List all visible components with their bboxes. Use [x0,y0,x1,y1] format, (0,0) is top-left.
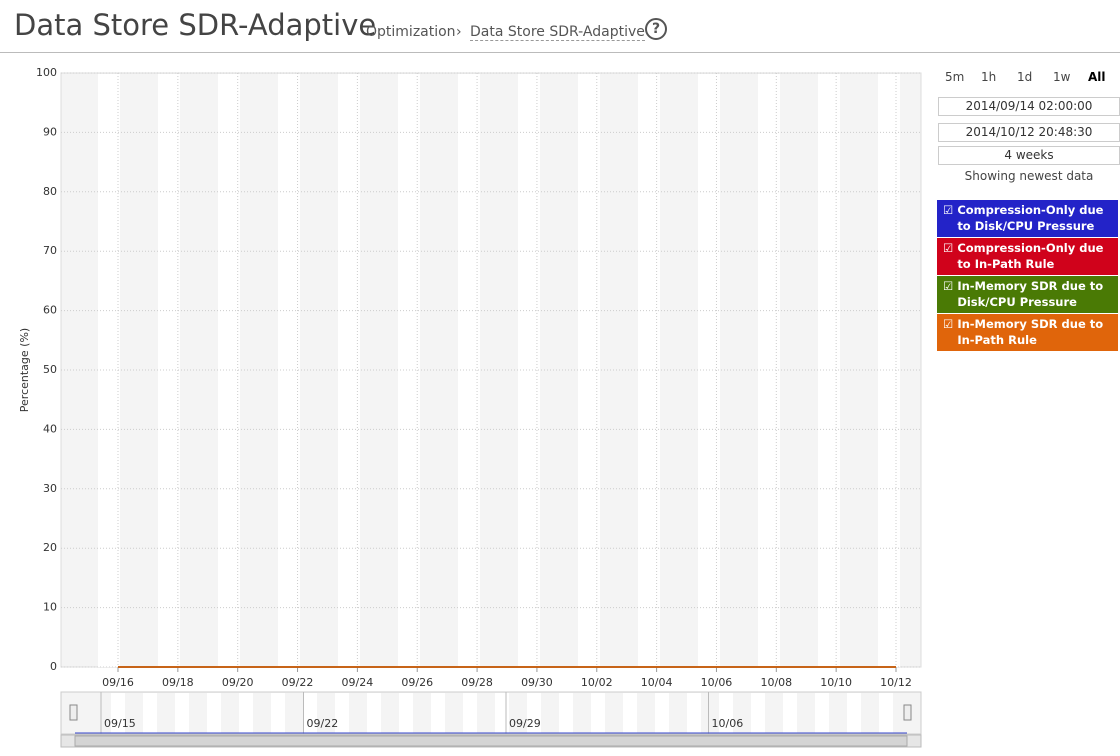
navigator-tick-label: 09/15 [104,717,136,730]
legend-item[interactable]: ☑ Compression-Only due to In-Path Rule [937,238,1118,275]
header: Data Store SDR-Adaptive Optimization › D… [0,0,1120,53]
navigator-stripe [111,693,125,733]
range-button[interactable]: All [1088,70,1106,84]
range-button[interactable]: 1d [1017,70,1033,84]
navigator-stripe [431,693,445,733]
x-tick-label: 09/24 [342,676,374,689]
x-tick-label: 10/08 [760,676,792,689]
x-tick-label: 10/04 [641,676,673,689]
start-time-input[interactable]: 2014/09/14 02:00:00 [938,97,1120,116]
navigator-stripe [719,693,733,733]
duration-input[interactable]: 4 weeks [938,146,1120,165]
x-tick-label: 09/20 [222,676,254,689]
status-text: Showing newest data [964,169,1094,183]
navigator-stripe [303,693,317,733]
y-tick-label: 50 [43,363,57,376]
navigator-stripe [559,693,573,733]
x-tick-label: 09/18 [162,676,194,689]
navigator [60,691,922,735]
chart: Percentage (%) 0 10 20 30 40 50 60 70 80 90 100 09/… [18,66,922,748]
navigator-stripe [847,693,861,733]
navigator-stripe [815,693,829,733]
legend-label: In-Memory SDR due to Disk/CPU Pressure [957,279,1104,309]
navigator-stripe [143,693,157,733]
legend-item[interactable]: ☑ Compression-Only due to Disk/CPU Pressu… [937,200,1118,237]
breadcrumb-current: Data Store SDR-Adaptive [470,24,645,41]
navigator-stripe [335,693,349,733]
navigator-stripe [207,693,221,733]
range-button[interactable]: 1w [1053,70,1071,84]
y-tick-label: 40 [43,422,57,435]
x-tick-label: 10/10 [820,676,852,689]
x-tick-label: 10/06 [701,676,733,689]
y-tick-label: 70 [43,244,57,257]
x-tick-label: 10/02 [581,676,613,689]
legend-checkbox[interactable]: ☑ [943,241,954,255]
legend-checkbox[interactable]: ☑ [943,203,954,217]
range-button[interactable]: 1h [981,70,997,84]
x-tick-label: 09/16 [102,676,134,689]
breadcrumb-separator: › [456,24,462,40]
y-tick-label: 100 [36,66,57,79]
legend-item[interactable]: ☑ In-Memory SDR due to Disk/CPU Pressure [937,276,1118,313]
breadcrumb-link[interactable]: Optimization [366,24,456,40]
x-tick-label: 09/30 [521,676,553,689]
navigator-stripe [623,693,637,733]
navigator-stripe [687,693,701,733]
y-tick-label: 90 [43,125,57,138]
y-tick-label: 0 [50,660,57,673]
navigator-tick-label: 09/29 [509,717,541,730]
y-tick-label: 20 [43,541,57,554]
x-tick-label: 09/22 [282,676,314,689]
navigator-stripe [751,693,765,733]
navigator-stripe [879,693,893,733]
navigator-stripe [399,693,413,733]
navigator-tick-label: 09/22 [307,717,339,730]
navigator-handle[interactable] [69,704,78,721]
navigator-stripe [175,693,189,733]
navigator-stripe [271,693,285,733]
legend-checkbox[interactable]: ☑ [943,279,954,293]
y-tick-label: 10 [43,601,57,614]
navigator-tick-label: 10/06 [712,717,744,730]
navigator-stripe [527,693,541,733]
navigator-stripe [239,693,253,733]
navigator-stripe [495,693,509,733]
y-tick-label: 80 [43,185,57,198]
legend-item[interactable]: ☑ In-Memory SDR due to In-Path Rule [937,314,1118,351]
page-title: Data Store SDR-Adaptive [14,8,377,42]
x-tick-label: 10/12 [880,676,912,689]
x-tick-label: 09/26 [401,676,433,689]
legend-checkbox[interactable]: ☑ [943,317,954,331]
y-axis-label: Percentage (%) [18,328,31,412]
end-time-input[interactable]: 2014/10/12 20:48:30 [938,123,1120,142]
legend-label: Compression-Only due to Disk/CPU Pressur… [957,203,1104,233]
navigator-stripe [655,693,669,733]
y-tick-label: 30 [43,482,57,495]
legend-label: Compression-Only due to In-Path Rule [957,241,1104,271]
x-tick-label: 09/28 [461,676,493,689]
navigator-stripe [783,693,797,733]
legend-label: In-Memory SDR due to In-Path Rule [957,317,1104,347]
help-icon[interactable]: ? [645,18,667,40]
range-button[interactable]: 5m [945,70,965,84]
navigator-handle[interactable] [903,704,912,721]
y-tick-label: 60 [43,304,57,317]
scrollbar-thumb [74,735,908,747]
navigator-stripe [591,693,605,733]
navigator-stripe [367,693,381,733]
navigator-stripe [463,693,477,733]
